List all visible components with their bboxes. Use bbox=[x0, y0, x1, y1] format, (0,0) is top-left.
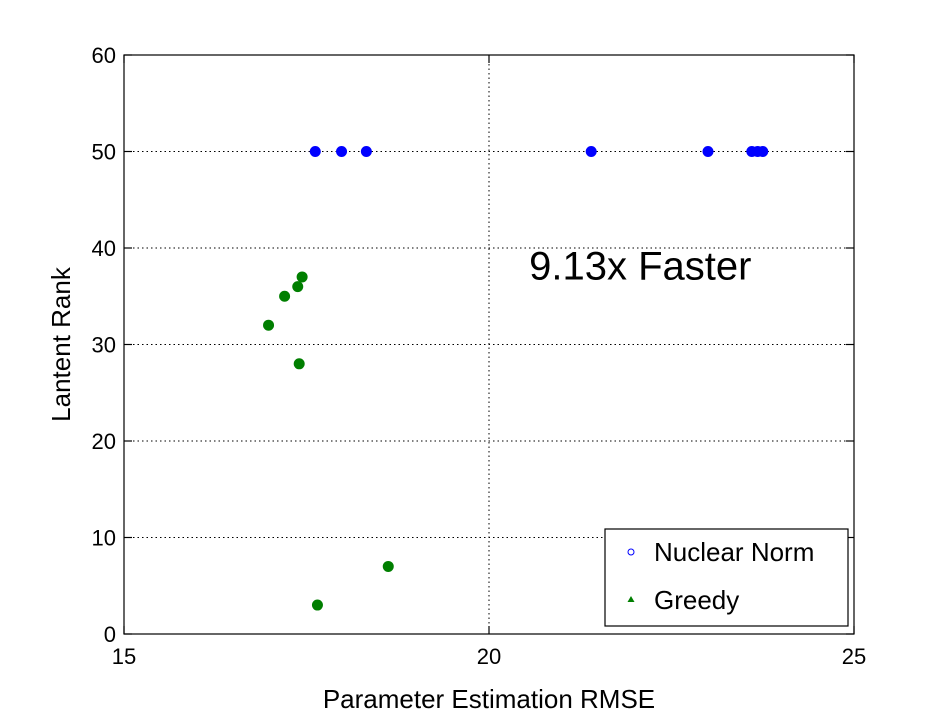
data-points bbox=[263, 146, 769, 611]
legend-marker-greedy bbox=[627, 596, 635, 602]
legend-label: Greedy bbox=[654, 585, 739, 615]
greedy-point bbox=[279, 290, 291, 302]
y-tick-label: 30 bbox=[92, 333, 116, 358]
legend-box bbox=[604, 528, 849, 627]
nuclear-norm-point bbox=[757, 146, 769, 157]
y-tick-label: 60 bbox=[92, 43, 116, 68]
greedy-point bbox=[293, 358, 305, 370]
axis-ticks bbox=[123, 54, 855, 635]
legend-items: Nuclear Norm Greedy bbox=[627, 537, 814, 615]
greedy-point bbox=[296, 271, 308, 283]
greedy-point bbox=[382, 560, 394, 572]
x-tick-label: 15 bbox=[112, 644, 136, 669]
nuclear-norm-point bbox=[309, 146, 321, 157]
y-tick-label: 10 bbox=[92, 526, 116, 551]
nuclear-norm-point bbox=[702, 146, 714, 157]
x-tick-label: 25 bbox=[842, 644, 866, 669]
nuclear-norm-point bbox=[585, 146, 597, 157]
greedy-point bbox=[292, 281, 304, 293]
axis-tick-labels: 15 20 25 0 10 20 30 40 50 60 bbox=[92, 43, 867, 669]
legend: Nuclear Norm Greedy bbox=[604, 528, 849, 627]
y-tick-label: 40 bbox=[92, 236, 116, 261]
x-axis-label: Parameter Estimation RMSE bbox=[323, 684, 655, 714]
greedy-point bbox=[311, 599, 323, 611]
speedup-annotation: 9.13x Faster bbox=[529, 244, 751, 288]
y-axis-label: Lantent Rank bbox=[46, 266, 76, 422]
legend-label: Nuclear Norm bbox=[654, 537, 814, 567]
y-tick-label: 20 bbox=[92, 429, 116, 454]
x-tick-label: 20 bbox=[477, 644, 501, 669]
greedy-point bbox=[263, 319, 275, 331]
y-tick-label: 50 bbox=[92, 140, 116, 165]
nuclear-norm-point bbox=[360, 146, 372, 157]
nuclear-norm-point bbox=[336, 146, 348, 157]
legend-marker-nuclear-norm bbox=[627, 548, 635, 556]
y-tick-label: 0 bbox=[104, 622, 116, 647]
